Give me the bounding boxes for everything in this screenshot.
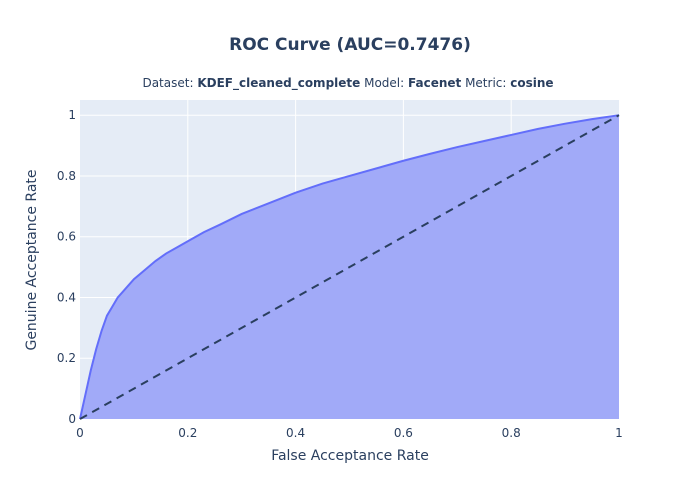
y-axis-label: Genuine Acceptance Rate xyxy=(24,169,40,350)
subtitle-metric-value: cosine xyxy=(510,76,553,90)
x-tick-label: 0.6 xyxy=(394,426,413,440)
subtitle-metric-label: Metric: xyxy=(461,76,510,90)
random-classifier-diagonal xyxy=(79,114,620,420)
y-tick-label: 0.2 xyxy=(57,351,76,365)
chart-title: ROC Curve (AUC=0.7476) xyxy=(229,35,471,55)
x-tick-label: 0.4 xyxy=(286,426,305,440)
x-axis-label: False Acceptance Rate xyxy=(271,448,429,464)
x-tick-label: 0.8 xyxy=(502,426,521,440)
y-tick-label: 0.6 xyxy=(57,230,76,244)
subtitle-model-value: Facenet xyxy=(408,76,462,90)
y-tick-label: 0 xyxy=(68,412,76,426)
y-tick-label: 0.4 xyxy=(57,290,76,304)
subtitle-model-label: Model: xyxy=(360,76,408,90)
chart-marks xyxy=(79,114,620,420)
y-tick-label: 0.8 xyxy=(57,169,76,183)
subtitle-dataset-value: KDEF_cleaned_complete xyxy=(197,76,360,91)
subtitle-dataset-label: Dataset: xyxy=(142,76,197,90)
x-axis-ticks: 0 0.2 0.4 0.6 0.8 1 xyxy=(76,426,623,440)
y-axis-ticks: 0 0.2 0.4 0.6 0.8 1 xyxy=(57,108,76,426)
roc-curve-line xyxy=(79,114,620,420)
x-tick-label: 1 xyxy=(615,426,623,440)
chart-subtitle: Dataset: KDEF_cleaned_complete Model: Fa… xyxy=(142,76,553,91)
x-tick-label: 0.2 xyxy=(178,426,197,440)
x-tick-label: 0 xyxy=(76,426,84,440)
y-tick-label: 1 xyxy=(68,108,76,122)
